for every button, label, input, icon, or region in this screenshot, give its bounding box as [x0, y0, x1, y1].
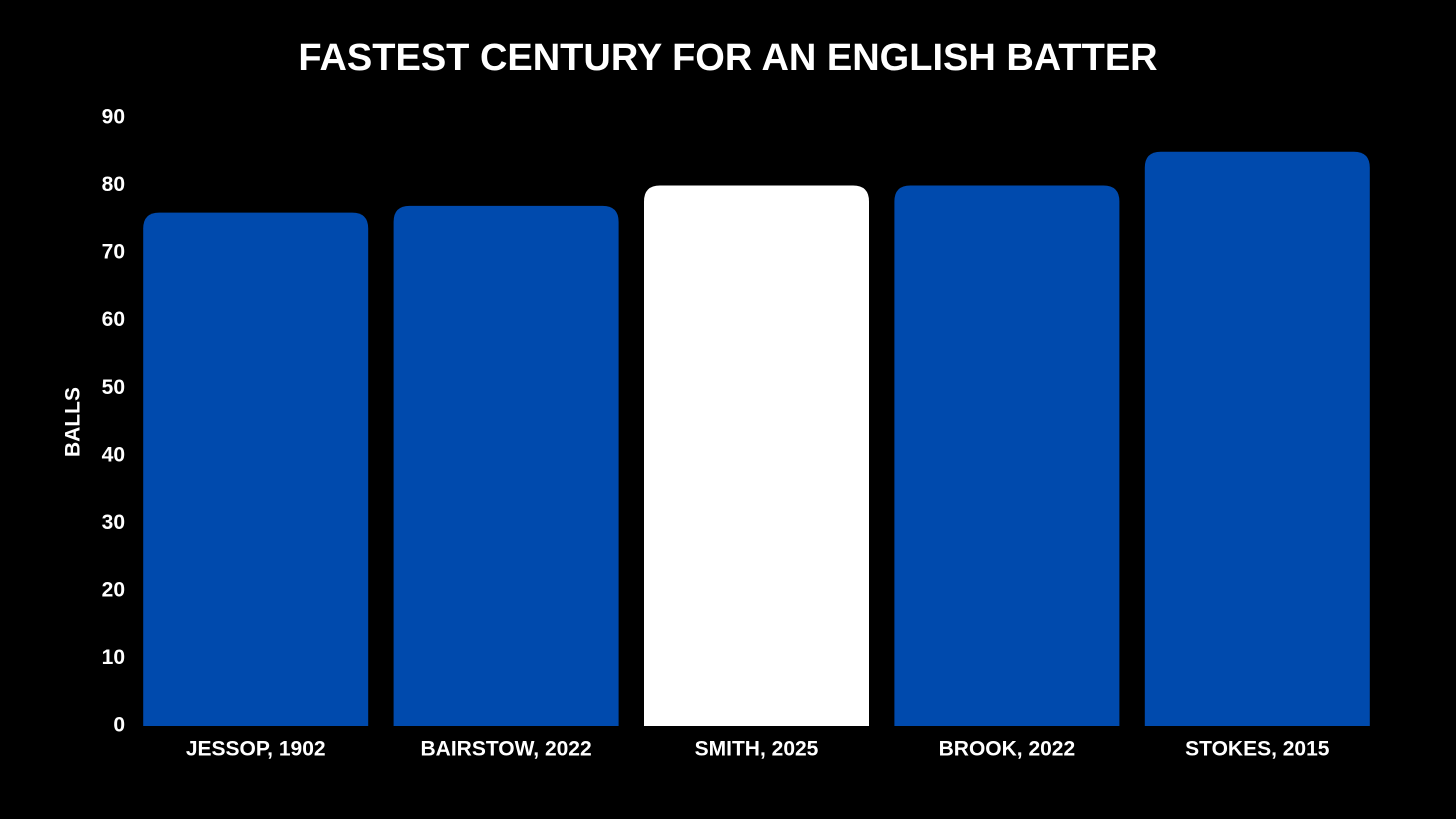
x-tick-label: SMITH, 2025: [695, 738, 819, 761]
y-tick-label: 90: [102, 106, 125, 129]
y-tick-label: 20: [102, 578, 125, 601]
y-tick-label: 0: [113, 714, 125, 737]
y-tick-label: 60: [102, 308, 125, 331]
bar: [1144, 151, 1370, 726]
y-tick-label: 50: [102, 376, 125, 399]
bar: [143, 212, 369, 727]
y-tick-label: 40: [102, 443, 125, 466]
x-tick-label: BROOK, 2022: [939, 738, 1076, 761]
bar: [393, 205, 619, 727]
y-tick-label: 10: [102, 646, 125, 669]
y-tick-label: 30: [102, 511, 125, 534]
bar: [644, 185, 869, 727]
x-tick-label: JESSOP, 1902: [186, 738, 326, 761]
bar: [894, 185, 1120, 727]
y-tick-label: 70: [102, 241, 125, 264]
x-tick-label: BAIRSTOW, 2022: [421, 738, 592, 761]
x-tick-label: STOKES, 2015: [1185, 738, 1330, 761]
y-tick-label: 80: [102, 173, 125, 196]
y-axis-label: BALLS: [62, 387, 85, 457]
chart-title: FASTEST CENTURY FOR AN ENGLISH BATTER: [298, 37, 1157, 79]
